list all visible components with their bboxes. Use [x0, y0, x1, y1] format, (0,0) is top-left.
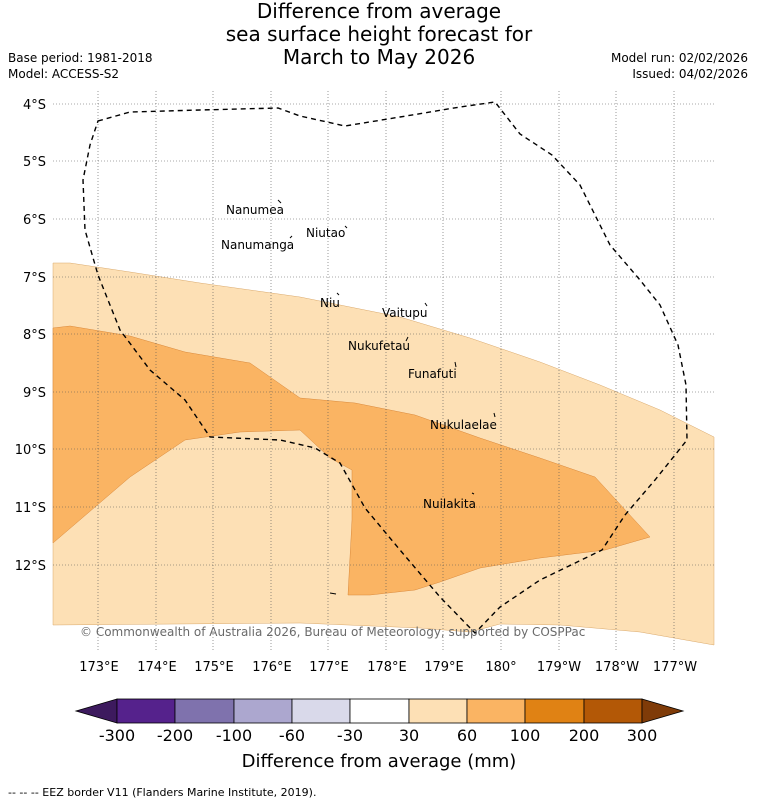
- lat-label-5s: 5°S: [23, 155, 46, 170]
- lon-label-179e: 179°E: [424, 660, 464, 675]
- lon-label-179w: 179°W: [537, 660, 581, 675]
- colorbar-arrow-right: [641, 698, 685, 724]
- meta-left: Base period: 1981-2018 Model: ACCESS-S2: [8, 50, 153, 82]
- colorbar-swatch: [583, 698, 643, 724]
- lon-label-178w: 178°W: [595, 660, 639, 675]
- eez-border: [82, 101, 688, 635]
- colorbar-tick: 30: [399, 726, 419, 745]
- model-name: Model: ACCESS-S2: [8, 67, 120, 81]
- colorbar-tick: -200: [157, 726, 193, 745]
- lon-label-174e: 174°E: [137, 660, 177, 675]
- island-label-niu: Niu: [320, 296, 340, 310]
- colorbar-swatch: [233, 698, 293, 724]
- colorbar-swatch: [524, 698, 585, 724]
- eez-legend-note: -- -- -- EEZ border V11 (Flanders Marine…: [8, 786, 317, 799]
- lat-gridlines: [53, 103, 714, 566]
- copyright-notice: © Commonwealth of Australia 2026, Bureau…: [80, 625, 585, 639]
- colorbar-tick: 200: [569, 726, 600, 745]
- colorbar-tick: -300: [99, 726, 135, 745]
- lat-label-4s: 4°S: [23, 98, 46, 113]
- colorbar-tick: 60: [457, 726, 477, 745]
- lon-label-180: 180°: [485, 660, 516, 675]
- title-line-3: March to May 2026: [282, 45, 476, 69]
- island-label-funafuti: Funafuti: [408, 367, 457, 381]
- colorbar-swatch: [408, 698, 468, 724]
- colorbar-label: Difference from average (mm): [242, 751, 517, 772]
- island-label-nuilakita: Nuilakita: [423, 497, 476, 511]
- lon-label-173e: 173°E: [79, 660, 119, 675]
- model-run: Model run: 02/02/2026: [610, 51, 748, 65]
- issued-date: Issued: 04/02/2026: [632, 67, 748, 81]
- base-period: Base period: 1981-2018: [8, 51, 153, 65]
- map-title: Difference from average sea surface heig…: [0, 0, 758, 69]
- lat-label-7s: 7°S: [23, 271, 46, 286]
- lon-label-177e: 177°E: [309, 660, 349, 675]
- island-label-nukufetau: Nukufetau: [348, 339, 410, 353]
- lat-label-8s: 8°S: [23, 328, 46, 343]
- lat-label-11s: 11°S: [15, 501, 46, 516]
- colorbar-swatch: [116, 698, 176, 724]
- meta-right: Model run: 02/02/2026 Issued: 04/02/2026: [611, 50, 748, 82]
- colorbar-swatch: [466, 698, 526, 724]
- colorbar-tick: -100: [216, 726, 252, 745]
- island-label-nukulaelae: Nukulaelae: [430, 418, 497, 432]
- island-label-nanumea: Nanumea: [226, 203, 284, 217]
- lon-label-177w: 177°W: [653, 660, 697, 675]
- island-label-nanumanga: Nanumanga: [221, 238, 294, 252]
- island-label-niutao: Niutao: [306, 226, 345, 240]
- colorbar: [74, 698, 685, 724]
- colorbar-tick: 300: [627, 726, 658, 745]
- colorbar-tick: -60: [279, 726, 305, 745]
- lon-label-175e: 175°E: [194, 660, 234, 675]
- anomaly-band-medium: [52, 325, 651, 596]
- title-line-2: sea surface height forecast for: [225, 22, 533, 46]
- lat-label-10s: 10°S: [15, 443, 46, 458]
- lat-label-9s: 9°S: [23, 386, 46, 401]
- colorbar-swatch: [174, 698, 235, 724]
- island-label-vaitupu: Vaitupu: [382, 306, 428, 320]
- colorbar-tick: -30: [337, 726, 363, 745]
- island-marks: [277, 199, 496, 595]
- lon-label-176e: 176°E: [252, 660, 292, 675]
- title-line-1: Difference from average: [256, 0, 502, 23]
- lon-gridlines: [97, 91, 675, 651]
- colorbar-arrow-left: [74, 698, 118, 724]
- colorbar-tick: 100: [510, 726, 541, 745]
- lat-label-12s: 12°S: [15, 559, 46, 574]
- lon-label-178e: 178°E: [367, 660, 407, 675]
- colorbar-swatch: [349, 698, 410, 724]
- lat-label-6s: 6°S: [23, 213, 46, 228]
- colorbar-swatch: [291, 698, 351, 724]
